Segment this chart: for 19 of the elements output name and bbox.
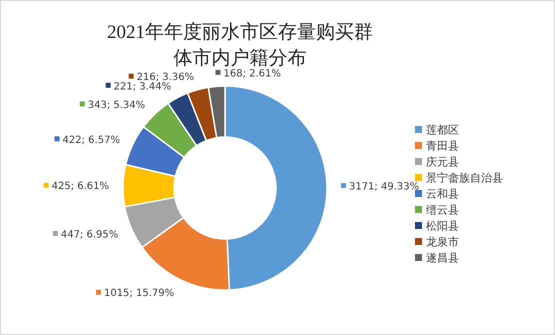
- data-label: 425; 6.61%: [52, 181, 110, 192]
- legend-label: 龙泉市: [426, 236, 459, 248]
- legend-label: 莲都区: [426, 124, 459, 136]
- data-label: 343; 5.34%: [88, 100, 146, 111]
- legend-label: 松阳县: [426, 220, 459, 232]
- data-label: 422; 6.57%: [62, 134, 120, 146]
- chart-title: 2021年年度丽水市区存量购买群体市内户籍分布: [107, 21, 373, 69]
- legend-label: 青田县: [426, 140, 459, 152]
- data-label: 221; 3.44%: [114, 81, 172, 92]
- legend-label: 遂昌县: [426, 252, 459, 264]
- data-label: 447; 6.95%: [60, 229, 118, 240]
- data-label: 168; 2.61%: [223, 68, 281, 80]
- data-label: 3171; 49.33%: [348, 182, 420, 193]
- data-label: 216; 3.36%: [136, 72, 194, 84]
- legend-label: 缙云县: [426, 204, 459, 216]
- legend-label: 景宁畲族自治县: [426, 172, 503, 184]
- legend-label: 云和县: [426, 188, 459, 200]
- legend-label: 庆元县: [426, 156, 459, 168]
- data-label: 1015; 15.79%: [104, 288, 174, 300]
